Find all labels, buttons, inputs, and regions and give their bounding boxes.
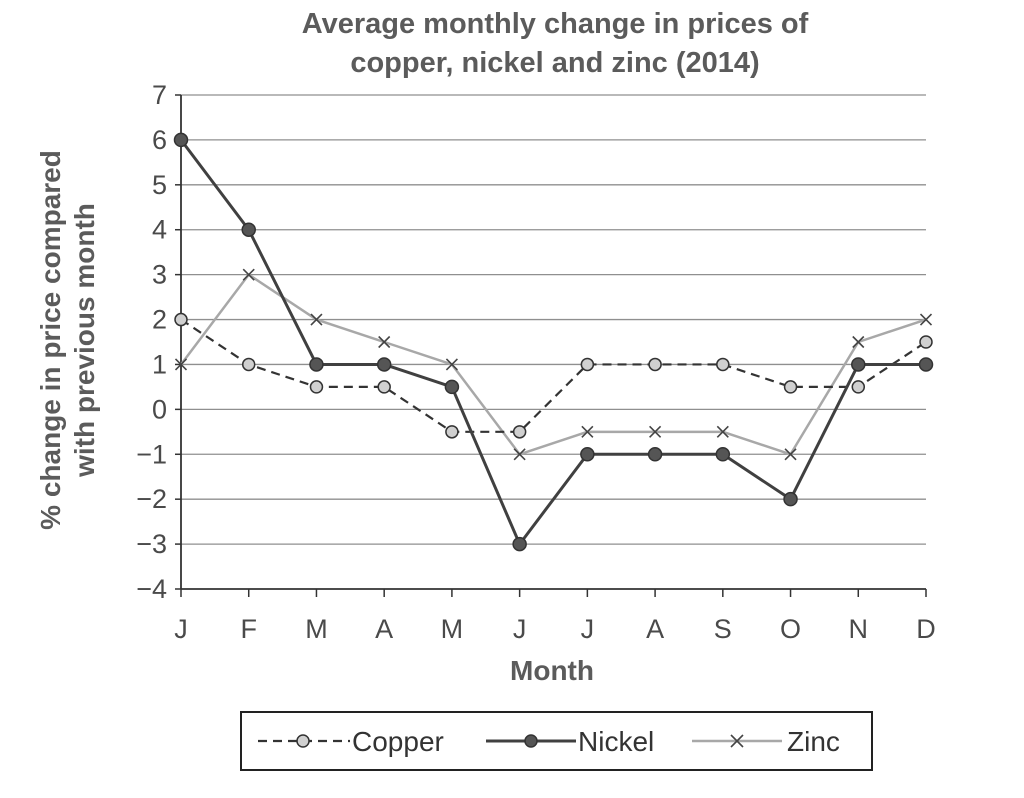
zinc-point: [852, 335, 865, 349]
zinc-point: [919, 313, 933, 326]
copper-point: [580, 357, 595, 372]
axes: [175, 94, 927, 597]
chart-title-line-2: copper, nickel and zinc (2014): [350, 47, 759, 79]
y-tick-label: 3: [152, 260, 167, 290]
y-tick-label: 7: [152, 80, 167, 110]
x-tick-label: O: [780, 614, 801, 644]
zinc-point: [174, 358, 188, 371]
y-tick-labels: 7 6 5 4 3 2 1 0 −1 −2 −3 −4: [136, 80, 167, 604]
series-line-nickel: [179, 139, 926, 546]
nickel-point: [715, 447, 731, 462]
copper-point: [309, 380, 324, 394]
y-tick-label: 1: [152, 349, 167, 379]
zinc-point: [716, 425, 729, 438]
zinc-point: [445, 358, 458, 371]
legend-copper-marker: [296, 734, 310, 748]
y-tick-label: 5: [152, 170, 167, 200]
nickel-point: [512, 536, 527, 552]
y-tick-label: 6: [152, 125, 167, 155]
legend: Copper Nickel Zinc: [240, 711, 873, 771]
y-tick-label: −1: [136, 439, 167, 469]
copper-point: [377, 380, 391, 394]
zinc-point: [310, 313, 323, 326]
x-tick-label: A: [375, 614, 393, 644]
zinc-point: [581, 425, 594, 438]
nickel-point: [173, 132, 189, 148]
nickel-point: [851, 357, 866, 372]
nickel-point: [580, 447, 595, 462]
copper-point: [783, 380, 798, 394]
x-tick-label: M: [441, 614, 464, 644]
copper-point: [174, 312, 188, 327]
nickel-point: [918, 357, 934, 372]
y-tick-label: −3: [136, 529, 167, 559]
zinc-point: [378, 335, 391, 349]
legend-copper-label: Copper: [352, 726, 444, 757]
x-tick-label: J: [581, 614, 595, 644]
legend-nickel-marker: [524, 734, 538, 748]
y-tick-label: −2: [136, 484, 167, 514]
y-axis-label-line-1: % change in price compared: [35, 150, 66, 530]
nickel-point: [444, 379, 460, 395]
y-tick-label: −4: [136, 574, 167, 604]
nickel-point: [309, 357, 324, 372]
nickel-point: [647, 447, 663, 462]
y-tick-label: 2: [152, 305, 167, 335]
y-axis-label: % change in price compared with previous…: [35, 150, 100, 530]
zinc-point: [784, 448, 797, 461]
nickel-point: [376, 357, 392, 372]
x-tick-label: J: [174, 614, 188, 644]
x-tick-label: D: [916, 614, 936, 644]
legend-nickel-label: Nickel: [578, 726, 654, 757]
chart-title-line-1: Average monthly change in prices of: [302, 8, 809, 40]
x-tick-label: M: [305, 614, 328, 644]
copper-point: [851, 380, 866, 394]
legend-zinc-label: Zinc: [787, 726, 840, 757]
legend-zinc-marker: [730, 734, 744, 748]
nickel-point: [241, 222, 256, 237]
copper-point: [648, 357, 662, 372]
zinc-point: [649, 425, 662, 438]
copper-point: [512, 425, 527, 439]
x-tick-label: N: [849, 614, 869, 644]
x-tick-label: S: [714, 614, 732, 644]
zinc-point: [242, 268, 255, 281]
copper-point: [716, 357, 730, 372]
x-tick-label: F: [240, 614, 257, 644]
y-tick-label: 4: [152, 215, 167, 245]
series-line-zinc: [180, 273, 927, 456]
copper-point: [445, 425, 459, 439]
nickel-point: [783, 491, 798, 507]
copper-point: [241, 357, 256, 372]
x-axis-label: Month: [510, 655, 594, 686]
series-group: [173, 132, 934, 552]
y-tick-label: 0: [152, 394, 167, 424]
gridlines: [181, 94, 926, 545]
zinc-point: [513, 448, 526, 461]
y-axis-label-line-2: with previous month: [69, 203, 100, 478]
x-tick-label: J: [513, 614, 527, 644]
series-line-copper: [180, 318, 927, 433]
copper-point: [919, 335, 933, 349]
x-tick-label: A: [646, 614, 664, 644]
